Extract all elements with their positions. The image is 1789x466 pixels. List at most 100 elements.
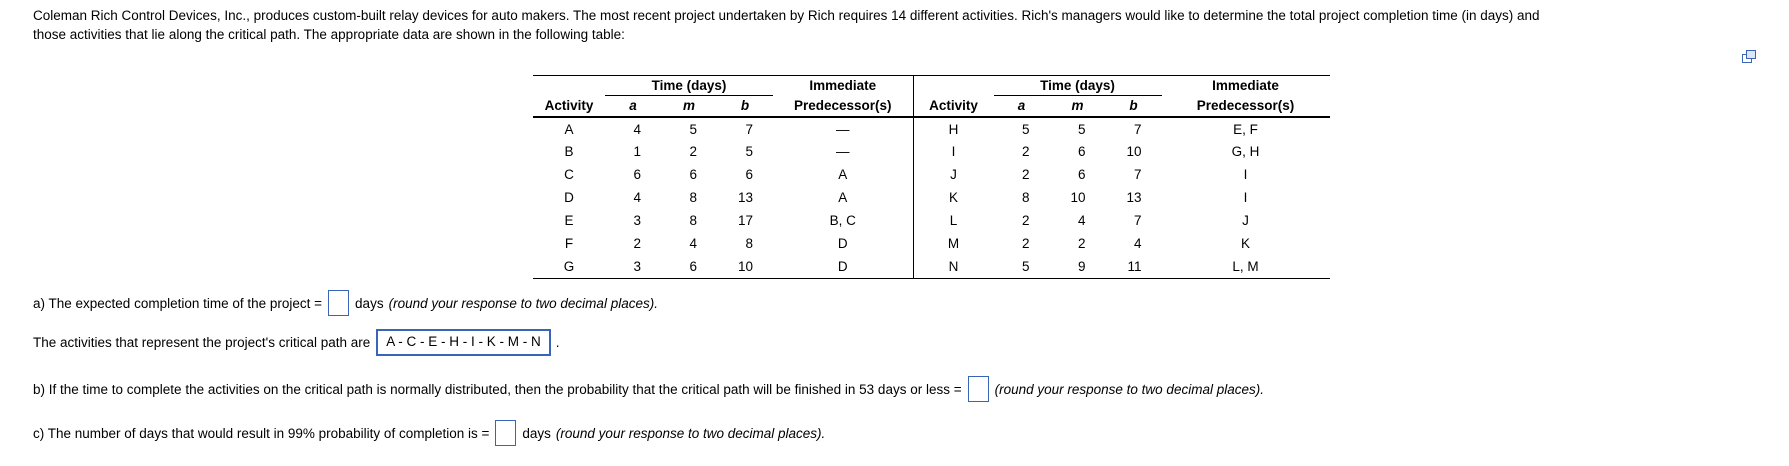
table-row: B 1 2 5 — bbox=[533, 140, 913, 163]
b-column-header: b bbox=[717, 95, 773, 118]
empty-header-cell bbox=[533, 76, 605, 96]
immediate-header-line1: Immediate bbox=[809, 78, 877, 94]
cell-m: 2 bbox=[689, 144, 697, 159]
cell-pred: E, F bbox=[1233, 121, 1258, 137]
question-a-text: a) The expected completion time of the p… bbox=[33, 295, 323, 311]
cell-activity: G bbox=[563, 258, 575, 274]
cell-a: 2 bbox=[1021, 167, 1030, 182]
cell-a: 8 bbox=[1021, 190, 1030, 205]
cell-pred: D bbox=[837, 258, 848, 274]
table-row: K 8 10 13 I bbox=[914, 186, 1330, 209]
cell-a: 3 bbox=[633, 213, 641, 228]
critical-path-row: The activities that represent the projec… bbox=[33, 328, 560, 356]
activity-table-right: Time (days) Immediate Activity a m b Pre… bbox=[913, 75, 1330, 279]
cell-activity: D bbox=[564, 190, 574, 205]
question-c-text: c) The number of days that would result … bbox=[33, 425, 490, 441]
cell-pred: L, M bbox=[1232, 258, 1259, 274]
days-99-percent-input[interactable] bbox=[495, 420, 517, 446]
table-row: G 3 6 10 D bbox=[533, 255, 913, 278]
cell-b: 17 bbox=[737, 213, 753, 228]
table-row: C 6 6 6 A bbox=[533, 163, 913, 186]
cell-activity: K bbox=[948, 190, 958, 205]
cell-b: 8 bbox=[745, 236, 753, 251]
empty-header-cell bbox=[914, 76, 994, 96]
time-days-group-header: Time (days) bbox=[605, 75, 773, 96]
cell-m: 8 bbox=[689, 190, 697, 205]
popup-window-icon[interactable] bbox=[1742, 50, 1756, 63]
cell-b: 13 bbox=[737, 190, 753, 205]
cell-m: 8 bbox=[689, 213, 697, 228]
question-a-row: a) The expected completion time of the p… bbox=[33, 289, 658, 317]
table-row: D 4 8 13 A bbox=[533, 186, 913, 209]
cell-pred: G, H bbox=[1231, 144, 1260, 159]
cell-activity: E bbox=[564, 213, 574, 228]
table-row: N 5 9 11 L, M bbox=[914, 255, 1330, 278]
activity-column-header: Activity bbox=[533, 95, 605, 118]
cell-m: 5 bbox=[1077, 121, 1086, 137]
cell-activity: L bbox=[949, 213, 958, 228]
cell-b: 7 bbox=[1133, 213, 1142, 228]
cell-activity: A bbox=[564, 121, 574, 137]
question-a-units: days bbox=[355, 295, 384, 311]
cell-a: 2 bbox=[1021, 213, 1030, 228]
table-row: A 4 5 7 — bbox=[533, 117, 913, 140]
m-column-header: m bbox=[661, 95, 717, 118]
cell-m: 5 bbox=[689, 121, 697, 137]
cell-pred: I bbox=[1243, 190, 1248, 205]
cell-pred: J bbox=[1242, 213, 1249, 228]
cell-a: 5 bbox=[1021, 258, 1030, 274]
cell-a: 1 bbox=[633, 144, 641, 159]
problem-statement: Coleman Rich Control Devices, Inc., prod… bbox=[33, 6, 1540, 44]
activity-column-header: Activity bbox=[913, 95, 994, 118]
predecessor-column-header: Predecessor(s) bbox=[1161, 95, 1330, 118]
table-row: H 5 5 7 E, F bbox=[914, 117, 1330, 140]
cell-activity: N bbox=[948, 258, 959, 274]
cell-m: 9 bbox=[1077, 258, 1086, 274]
cell-a: 3 bbox=[633, 258, 641, 274]
cell-pred: B, C bbox=[829, 213, 856, 228]
cell-pred: — bbox=[836, 144, 850, 159]
a-column-header: a bbox=[993, 95, 1050, 118]
b-column-header: b bbox=[1105, 95, 1162, 118]
cell-a: 2 bbox=[633, 236, 641, 251]
cell-activity: J bbox=[950, 167, 957, 182]
cell-b: 4 bbox=[1133, 236, 1142, 251]
question-b-note: (round your response to two decimal plac… bbox=[994, 381, 1264, 397]
m-column-header: m bbox=[1049, 95, 1106, 118]
cell-pred: A bbox=[838, 190, 848, 205]
question-b-row: b) If the time to complete the activitie… bbox=[33, 375, 1264, 403]
cell-activity: B bbox=[564, 144, 574, 159]
popup-icon-front-square bbox=[1746, 50, 1756, 59]
question-a-note: (round your response to two decimal plac… bbox=[388, 295, 658, 311]
activity-table-left: Time (days) Immediate Activity a m b Pre… bbox=[533, 75, 914, 279]
cell-b: 6 bbox=[745, 167, 753, 182]
cell-pred: K bbox=[1240, 236, 1250, 251]
cell-m: 10 bbox=[1070, 190, 1086, 205]
cell-b: 10 bbox=[1126, 144, 1142, 159]
probability-53-days-input[interactable] bbox=[967, 376, 989, 402]
cell-activity: C bbox=[564, 167, 574, 182]
cell-a: 5 bbox=[1021, 121, 1030, 137]
question-b-text: b) If the time to complete the activitie… bbox=[33, 381, 962, 397]
cell-m: 6 bbox=[689, 258, 697, 274]
cell-a: 2 bbox=[1021, 144, 1030, 159]
cell-b: 11 bbox=[1127, 258, 1142, 274]
left-table-body: A 4 5 7 — B 1 2 5 — C 6 6 6 A D 4 8 13 A E 3 8 17 B, C F 2 4 8 D G 3 6 10… bbox=[533, 117, 913, 278]
activity-data-table: Time (days) Immediate Activity a m b Pre… bbox=[533, 75, 1330, 279]
cell-b: 13 bbox=[1126, 190, 1142, 205]
critical-path-dropdown[interactable]: A - C - E - H - I - K - M - N bbox=[376, 328, 551, 356]
table-row: F 2 4 8 D bbox=[533, 232, 913, 255]
critical-path-period: . bbox=[555, 334, 560, 350]
cell-m: 6 bbox=[689, 167, 697, 182]
table-row: L 2 4 7 J bbox=[914, 209, 1330, 232]
cell-activity: I bbox=[951, 144, 956, 159]
cell-m: 2 bbox=[1077, 236, 1086, 251]
table-row: I 2 6 10 G, H bbox=[914, 140, 1330, 163]
expected-completion-time-input[interactable] bbox=[328, 290, 350, 316]
table-row: M 2 2 4 K bbox=[914, 232, 1330, 255]
question-c-units: days bbox=[522, 425, 551, 441]
cell-pred: — bbox=[836, 121, 850, 137]
immediate-header-line1: Immediate bbox=[1212, 78, 1279, 94]
cell-b: 10 bbox=[737, 258, 753, 274]
cell-pred: D bbox=[837, 236, 848, 251]
